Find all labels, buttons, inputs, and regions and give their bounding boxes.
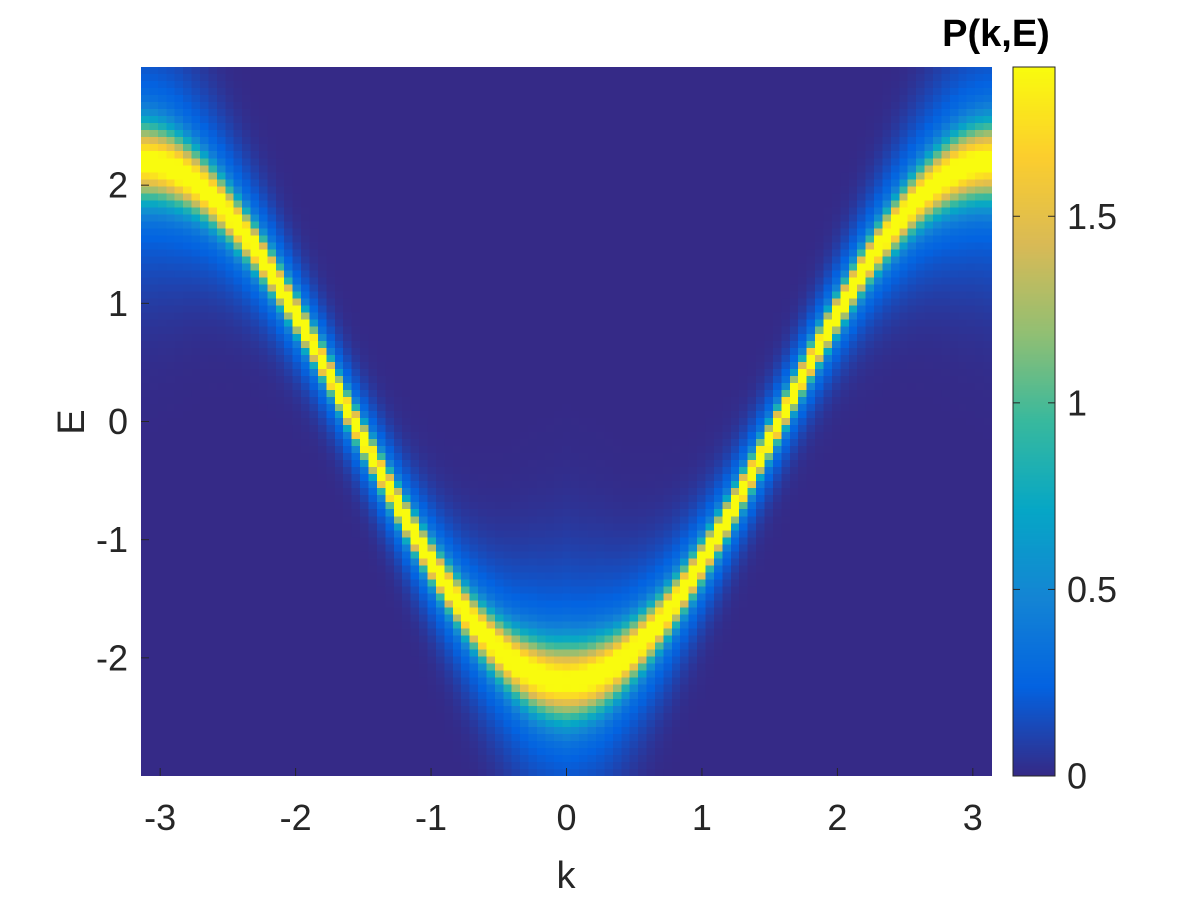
colorbar-tick-label: 1.5	[1067, 196, 1117, 237]
y-axis-ticks: -2 -1 0 1 2	[96, 165, 149, 678]
y-tick-label: -2	[96, 637, 128, 678]
y-tick-label: 1	[108, 283, 128, 324]
colorbar-tick-label: 0.5	[1067, 569, 1117, 610]
colorbar-ticks: 0 0.5 1 1.5	[1012, 66, 1117, 797]
x-axis-label: k	[557, 855, 577, 897]
y-tick-label: 0	[108, 401, 128, 442]
x-tick-label: -1	[415, 797, 447, 838]
y-tick-label: 2	[108, 165, 128, 206]
colorbar	[1013, 67, 1055, 776]
y-axis-label: E	[51, 409, 93, 434]
x-tick-label: -3	[144, 797, 176, 838]
x-tick-label: 2	[827, 797, 847, 838]
colorbar-frame	[1012, 66, 1056, 777]
colorbar-tick-label: 0	[1067, 756, 1087, 797]
heatmap-plot-area	[141, 67, 992, 776]
colorbar-tick-label: 1	[1067, 382, 1087, 423]
x-tick-label: 3	[963, 797, 983, 838]
x-axis-ticks: -3 -2 -1 0 1 2 3	[144, 768, 983, 838]
x-tick-label: -2	[280, 797, 312, 838]
x-tick-label: 1	[692, 797, 712, 838]
y-tick-label: -1	[96, 519, 128, 560]
colorbar-title: P(k,E)	[942, 13, 1050, 55]
x-tick-label: 0	[556, 797, 576, 838]
